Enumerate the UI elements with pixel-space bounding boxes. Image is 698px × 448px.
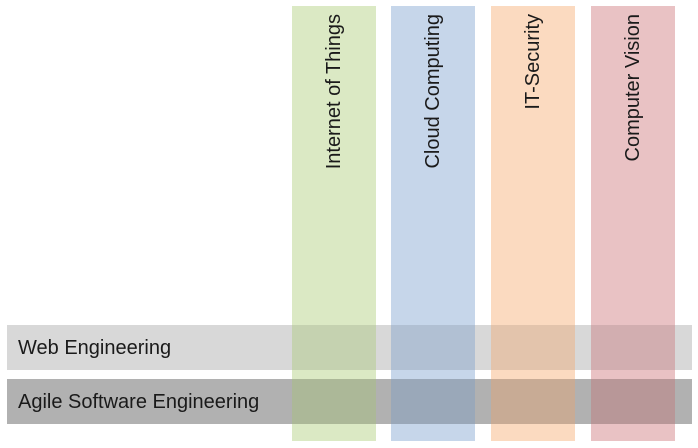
column-label-internet-of-things: Internet of Things: [292, 14, 376, 194]
column-band-it-security: [491, 6, 575, 441]
column-label-text: Computer Vision: [622, 14, 644, 162]
column-label-it-security: IT-Security: [491, 14, 575, 194]
row-label-web-engineering: Web Engineering: [18, 337, 172, 359]
column-band-cloud-computing: [391, 6, 475, 441]
column-band-computer-vision: [591, 6, 675, 441]
column-label-computer-vision: Computer Vision: [591, 14, 675, 194]
column-label-text: IT-Security: [522, 14, 544, 110]
column-label-cloud-computing: Cloud Computing: [391, 14, 475, 194]
column-label-text: Cloud Computing: [422, 14, 444, 169]
row-label-agile-software-engineering: Agile Software Engineering: [18, 391, 260, 413]
column-band-internet-of-things: [292, 6, 376, 441]
column-label-text: Internet of Things: [323, 14, 345, 170]
